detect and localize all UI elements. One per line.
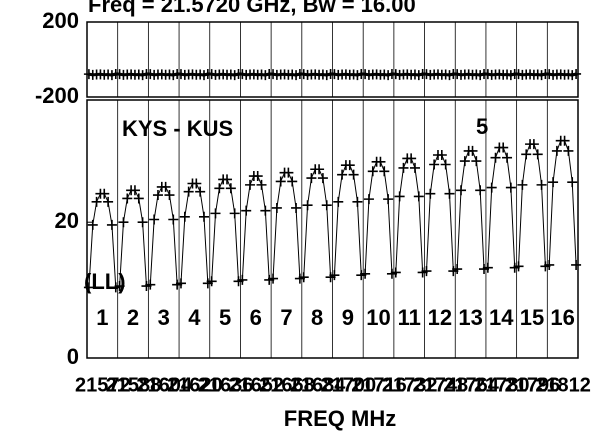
if-label: 11 xyxy=(398,305,421,330)
annotation: (LL) xyxy=(84,269,126,294)
if-label: 7 xyxy=(280,305,292,330)
y-tick-label: 200 xyxy=(42,8,79,33)
x-tick-label: 21572 xyxy=(75,374,131,396)
x-tick-label: 21604 xyxy=(136,374,192,396)
if-label: 3 xyxy=(158,305,170,330)
x-tick-label: 21668 xyxy=(259,374,315,396)
data-line xyxy=(88,72,577,77)
x-tick-label: 21700 xyxy=(321,374,377,396)
if-label: 15 xyxy=(520,305,544,330)
if-label: 13 xyxy=(458,305,482,330)
x-tick-label: 21764 xyxy=(443,374,499,396)
x-tick-label: 21716 xyxy=(351,374,407,396)
x-tick-label: 21620 xyxy=(167,374,223,396)
x-tick-label: 21636 xyxy=(198,374,254,396)
x-tick-label: 21684 xyxy=(290,374,346,396)
annotation: KYS - KUS xyxy=(122,116,233,141)
x-tick-label: 21812 xyxy=(535,374,591,396)
if-label: 6 xyxy=(250,305,262,330)
if-label: 1 xyxy=(96,305,108,330)
if-label: 4 xyxy=(188,305,201,330)
if-label: 8 xyxy=(311,305,323,330)
if-label: 9 xyxy=(342,305,354,330)
if-label: 10 xyxy=(366,305,390,330)
y-tick-label: 20 xyxy=(55,208,79,233)
annotation: 5 xyxy=(476,114,488,139)
y-tick-label: -200 xyxy=(35,83,79,108)
if-label: 5 xyxy=(219,305,231,330)
chart-title: Freq = 21.5720 GHz, Bw = 16.00 xyxy=(88,0,416,17)
if-label: 16 xyxy=(550,305,574,330)
if-label: 14 xyxy=(489,305,514,330)
x-axis-label: FREQ MHz xyxy=(284,406,396,431)
x-tick-label: 21780 xyxy=(474,374,530,396)
data-line xyxy=(88,140,577,289)
x-tick-label: 21588 xyxy=(106,374,162,396)
y-tick-label: 0 xyxy=(67,344,79,369)
x-tick-label: 21652 xyxy=(228,374,284,396)
x-tick-label: 21748 xyxy=(413,374,469,396)
x-tick-label: 21732 xyxy=(382,374,438,396)
if-label: 12 xyxy=(428,305,452,330)
x-tick-label: 21796 xyxy=(505,374,561,396)
if-label: 2 xyxy=(127,305,139,330)
